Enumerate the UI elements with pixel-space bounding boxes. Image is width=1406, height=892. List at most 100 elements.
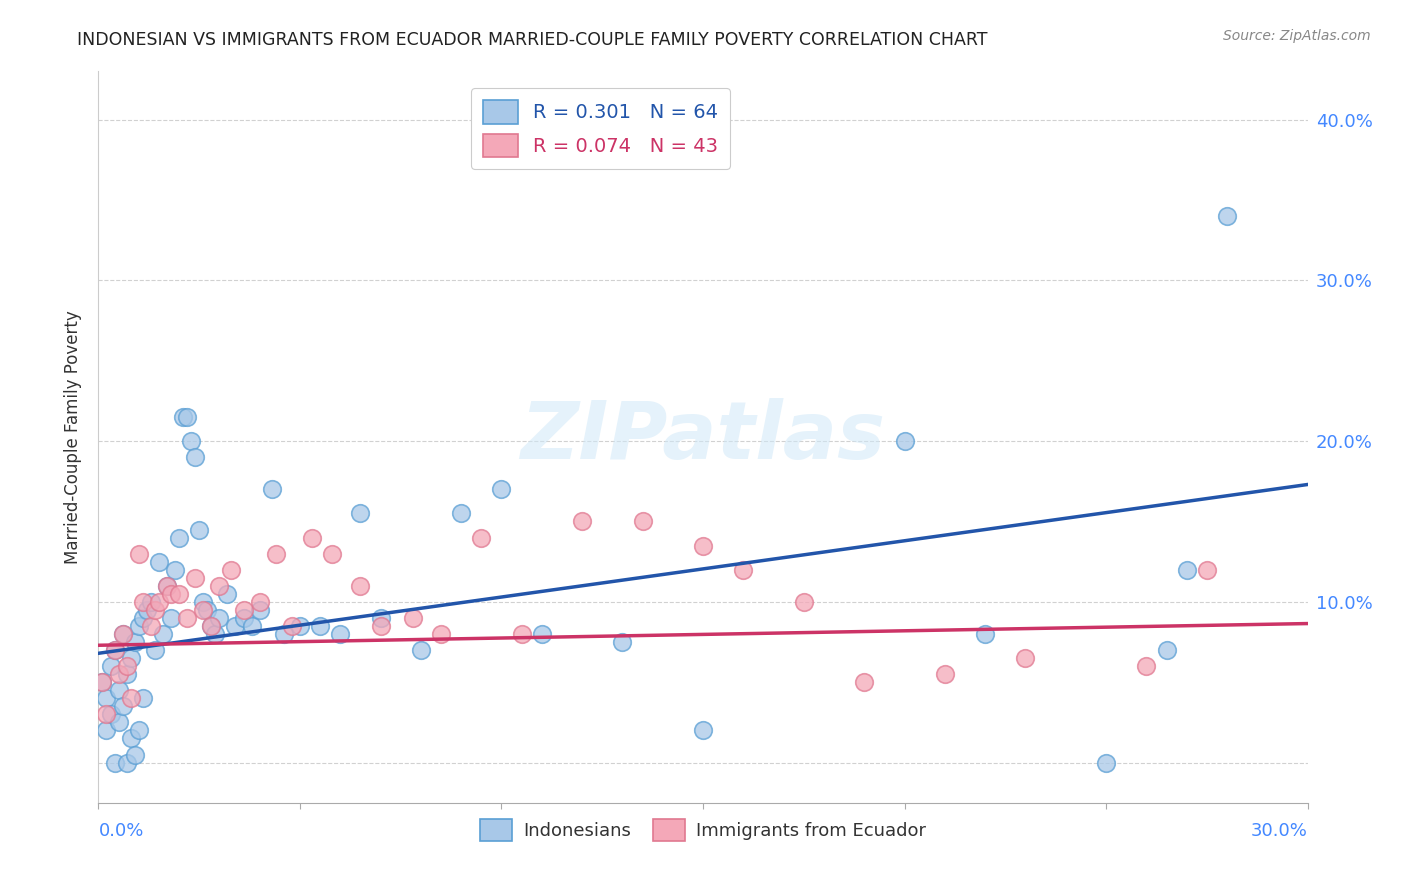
Point (571, 515, 593, 529)
Point (208, 611, 231, 625)
Point (103, 756, 125, 770)
Point (115, 659, 138, 673)
Point (96, 723, 118, 738)
Point (132, 691, 155, 706)
Point (1014, 651, 1036, 665)
Point (853, 675, 876, 690)
Point (349, 507, 371, 521)
Point (195, 603, 218, 617)
Point (107, 667, 129, 681)
Point (107, 715, 129, 730)
Point (167, 531, 190, 545)
Point (143, 643, 166, 657)
Point (160, 587, 183, 601)
Point (240, 619, 263, 633)
Point (156, 579, 179, 593)
Point (260, 483, 283, 497)
Point (96, 707, 118, 722)
Point (1156, 643, 1178, 657)
Point (143, 603, 166, 617)
Point (100, 707, 122, 722)
Point (139, 619, 162, 633)
Point (132, 595, 155, 609)
Point (188, 523, 211, 537)
Point (111, 699, 134, 714)
Point (409, 643, 432, 657)
Point (176, 409, 198, 424)
Point (132, 611, 155, 625)
Point (193, 603, 215, 617)
Point (208, 579, 231, 593)
Point (160, 611, 183, 625)
Point (163, 563, 186, 577)
Point (120, 731, 142, 746)
Point (232, 603, 254, 617)
Point (733, 563, 755, 577)
Point (217, 587, 239, 601)
Point (321, 547, 343, 561)
Point (103, 643, 125, 657)
Point (180, 434, 202, 449)
Point (510, 627, 533, 641)
Point (370, 619, 392, 633)
Point (184, 571, 207, 585)
Point (176, 611, 198, 625)
Legend: Indonesians, Immigrants from Ecuador: Indonesians, Immigrants from Ecuador (472, 812, 934, 848)
Point (124, 635, 146, 649)
Point (91, 675, 114, 690)
Point (124, 747, 146, 762)
Point (402, 611, 425, 625)
Point (1095, 756, 1118, 770)
Point (934, 667, 956, 681)
Point (281, 619, 304, 633)
Point (148, 555, 170, 569)
Point (450, 507, 472, 521)
Point (91, 675, 114, 690)
Point (232, 611, 254, 625)
Point (249, 603, 271, 617)
Point (1175, 563, 1198, 577)
Point (612, 635, 634, 649)
Point (111, 627, 134, 641)
Point (631, 515, 654, 529)
Text: ZIPatlas: ZIPatlas (520, 398, 886, 476)
Point (349, 579, 371, 593)
Point (491, 483, 513, 497)
Point (1216, 209, 1239, 223)
Point (148, 595, 170, 609)
Text: INDONESIAN VS IMMIGRANTS FROM ECUADOR MARRIED-COUPLE FAMILY POVERTY CORRELATION : INDONESIAN VS IMMIGRANTS FROM ECUADOR MA… (77, 31, 988, 49)
Point (128, 723, 150, 738)
Point (1135, 659, 1157, 673)
Point (692, 539, 714, 553)
Text: 30.0%: 30.0% (1251, 822, 1308, 840)
Point (111, 627, 134, 641)
Text: Source: ZipAtlas.com: Source: ZipAtlas.com (1223, 29, 1371, 43)
Point (530, 627, 553, 641)
Point (370, 611, 392, 625)
Point (309, 619, 332, 633)
Point (430, 627, 453, 641)
Point (107, 683, 129, 698)
Point (204, 627, 226, 641)
Point (156, 579, 179, 593)
Point (200, 619, 222, 633)
Point (135, 603, 157, 617)
Point (200, 619, 222, 633)
Point (470, 531, 492, 545)
Point (128, 547, 150, 561)
Point (692, 723, 714, 738)
Point (329, 627, 352, 641)
Point (193, 595, 215, 609)
Point (139, 595, 162, 609)
Point (221, 563, 243, 577)
Point (224, 619, 246, 633)
Point (793, 595, 815, 609)
Point (115, 667, 138, 681)
Point (115, 756, 138, 770)
Point (120, 691, 142, 706)
Point (273, 627, 295, 641)
Point (288, 619, 311, 633)
Point (184, 450, 207, 465)
Point (120, 651, 142, 665)
Point (301, 531, 323, 545)
